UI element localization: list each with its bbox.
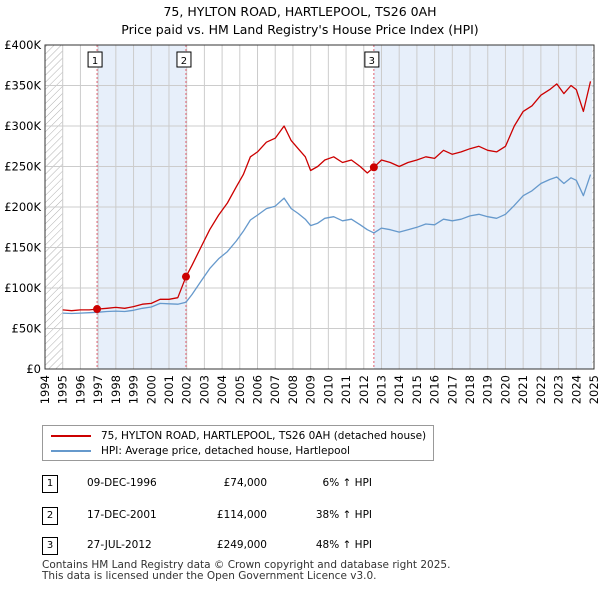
x-tick-label: 2008 <box>286 375 300 404</box>
y-tick-label: £400K <box>4 38 41 52</box>
x-tick-label: 2023 <box>552 375 566 404</box>
legend-swatch-hpi <box>51 450 91 452</box>
x-tick-label: 2011 <box>339 375 353 404</box>
x-tick-label: 2009 <box>304 375 318 404</box>
legend-entry-property: 75, HYLTON ROAD, HARTLEPOOL, TS26 0AH (d… <box>51 429 426 443</box>
x-tick-label: 2000 <box>144 375 158 404</box>
y-tick-label: £200K <box>4 200 41 214</box>
x-tick-label: 2004 <box>215 375 229 404</box>
x-tick-label: 2018 <box>463 375 477 404</box>
transaction-price: £114,000 <box>216 509 267 521</box>
property-price-line <box>62 81 592 312</box>
transaction-marker-box <box>364 51 380 68</box>
x-tick-label: 2015 <box>410 375 424 404</box>
y-tick-label: £150K <box>4 241 41 255</box>
legend-label-property: 75, HYLTON ROAD, HARTLEPOOL, TS26 0AH (d… <box>101 430 427 442</box>
transaction-price: £249,000 <box>216 539 267 551</box>
y-tick-label: £300K <box>4 119 41 133</box>
chart-subtitle: Price paid vs. HM Land Registry's House … <box>121 22 479 37</box>
transaction-point <box>181 272 190 281</box>
x-tick-label: 2019 <box>481 375 495 404</box>
x-tick-label: 1999 <box>127 375 141 404</box>
x-tick-label: 1995 <box>56 375 70 404</box>
x-tick-label: 2010 <box>321 375 335 404</box>
transaction-hpi: 38% ↑ HPI <box>315 509 372 521</box>
x-tick-label: 2013 <box>374 375 388 404</box>
transaction-marker-label: 2 <box>181 56 187 67</box>
x-tick-label: 2025 <box>587 375 600 404</box>
legend-entry-hpi: HPI: Average price, detached house, Hart… <box>51 444 350 458</box>
x-tick-label: 1996 <box>73 375 87 404</box>
y-tick-label: £100K <box>4 281 41 295</box>
transaction-number: 1 <box>42 475 58 493</box>
y-tick-label: £50K <box>12 322 42 336</box>
x-tick-label: 1997 <box>91 375 105 404</box>
x-tick-label: 2003 <box>197 375 211 404</box>
x-tick-label: 2005 <box>233 375 247 404</box>
x-tick-label: 1994 <box>38 375 52 404</box>
price-chart: £0 £50K £100K £150K £200K £250K £300K £350K £400… <box>4 38 600 404</box>
legend-label-hpi: HPI: Average price, detached house, Hart… <box>101 445 350 457</box>
x-tick-label: 2016 <box>428 375 442 404</box>
y-tick-label: £350K <box>4 79 41 93</box>
transaction-marker-box <box>176 51 192 68</box>
transaction-hpi: 48% ↑ HPI <box>315 539 372 551</box>
x-tick-label: 2002 <box>180 375 194 404</box>
y-tick-label: £250K <box>4 160 41 174</box>
x-tick-label: 2014 <box>392 375 406 404</box>
transaction-number: 2 <box>42 507 58 525</box>
legend: 75, HYLTON ROAD, HARTLEPOOL, TS26 0AH (d… <box>42 425 434 461</box>
transaction-date: 17-DEC-2001 <box>87 509 157 521</box>
x-tick-label: 2017 <box>445 375 459 404</box>
transaction-hpi: 6% ↑ HPI <box>322 477 372 489</box>
x-tick-label: 2020 <box>498 375 512 404</box>
hpi-line <box>62 174 592 315</box>
x-tick-label: 2024 <box>569 375 583 404</box>
transaction-marker-box <box>87 51 103 68</box>
plot-border <box>44 44 595 370</box>
transaction-number: 3 <box>42 537 58 555</box>
table-row: 3 27-JUL-2012 £249,000 48% ↑ HPI <box>42 536 542 558</box>
transaction-price: £74,000 <box>223 477 267 489</box>
transaction-date: 27-JUL-2012 <box>87 539 152 551</box>
transaction-marker-label: 1 <box>92 56 98 67</box>
x-tick-label: 2012 <box>357 375 371 404</box>
x-tick-label: 2007 <box>268 375 282 404</box>
footer-copyright: Contains HM Land Registry data © Crown c… <box>42 559 451 571</box>
transaction-date: 09-DEC-1996 <box>87 477 157 489</box>
x-tick-label: 2001 <box>162 375 176 404</box>
x-tick-label: 1998 <box>109 375 123 404</box>
transaction-marker-label: 3 <box>369 56 375 67</box>
table-row: 1 09-DEC-1996 £74,000 6% ↑ HPI <box>42 474 542 496</box>
x-tick-label: 2006 <box>251 375 265 404</box>
chart-title: 75, HYLTON ROAD, HARTLEPOOL, TS26 0AH <box>163 4 437 19</box>
table-row: 2 17-DEC-2001 £114,000 38% ↑ HPI <box>42 506 542 528</box>
transaction-point <box>93 305 102 314</box>
legend-swatch-property <box>51 435 91 437</box>
x-tick-label: 2022 <box>534 375 548 404</box>
x-tick-label: 2021 <box>516 375 530 404</box>
footer-licence: This data is licensed under the Open Gov… <box>42 570 377 582</box>
transaction-point <box>369 163 378 172</box>
footer: Contains HM Land Registry data © Crown c… <box>42 560 450 582</box>
y-tick-label: £0 <box>26 362 41 376</box>
